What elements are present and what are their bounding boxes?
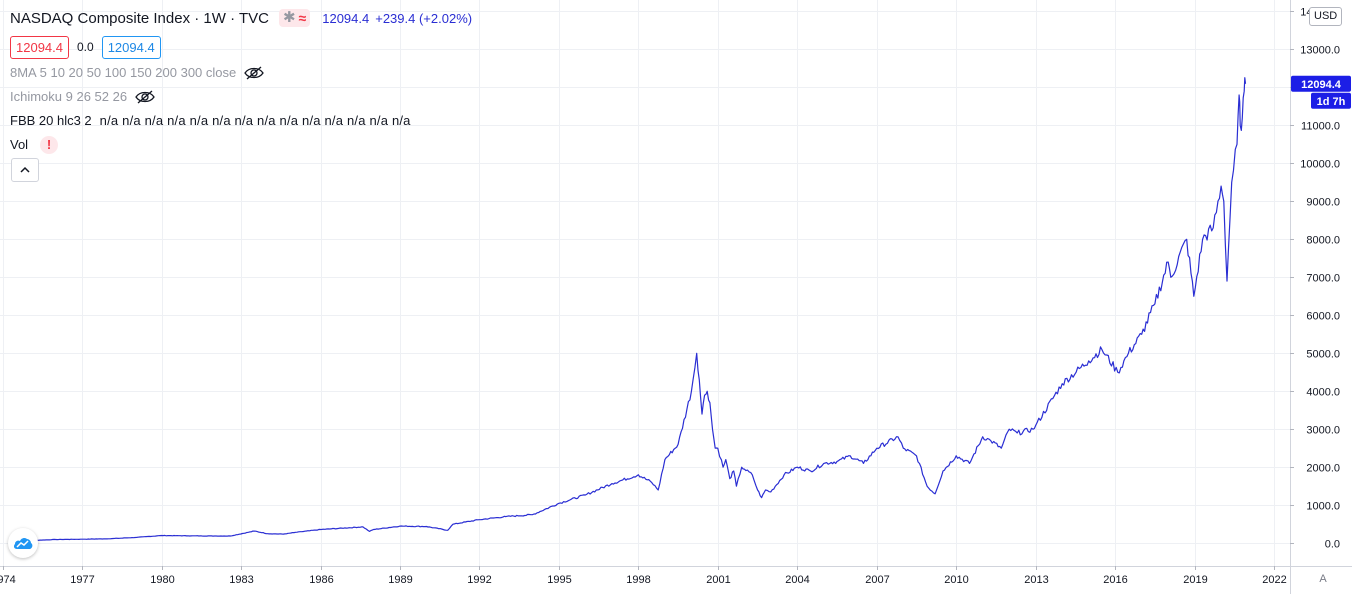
y-tick-label: 11000.0 <box>1301 121 1340 133</box>
y-tick-label: 10000.0 <box>1300 159 1340 171</box>
price-series <box>15 77 1247 542</box>
trade-buttons-row: 12094.4 0.0 12094.4 <box>10 34 472 60</box>
last-price-label <box>1291 75 1351 92</box>
indicator-ma-label: 8MA 5 10 20 50 100 150 200 300 close <box>10 65 237 80</box>
x-tick-label: 2007 <box>865 574 889 586</box>
x-tick-label: 2001 <box>706 574 730 586</box>
y-tick-label: 2000.0 <box>1306 463 1340 475</box>
last-price-value: 12094.4 <box>1301 79 1342 91</box>
series-line <box>15 77 1247 542</box>
eye-off-icon[interactable] <box>135 90 155 104</box>
y-tick-label: 7000.0 <box>1306 273 1340 285</box>
warning-icon[interactable]: ! <box>40 135 59 154</box>
symbol-title[interactable]: NASDAQ Composite Index · 1W · TVC <box>10 9 269 27</box>
buy-button[interactable]: 12094.4 <box>101 35 161 59</box>
indicator-ma[interactable]: 8MA 5 10 20 50 100 150 200 300 close <box>10 61 472 84</box>
y-tick-label: 4000.0 <box>1306 387 1340 399</box>
x-tick-label: 1980 <box>150 574 174 586</box>
time-axis: 1974 1977 1980 1983 1986 1989 1992 1995 1998 2001… <box>0 566 1287 586</box>
indicator-fbb[interactable]: FBB 20 hlc3 2 n/a n/a n/a n/a n/a n/a n/… <box>10 109 472 132</box>
x-tick-label: 2016 <box>1103 574 1127 586</box>
indicator-vol[interactable]: Vol ! <box>10 133 472 156</box>
y-tick-label: 1000.0 <box>1306 501 1340 513</box>
x-tick-label: 2010 <box>944 574 968 586</box>
y-tick-label: 13000.0 <box>1300 45 1340 57</box>
y-tick-label: 8000.0 <box>1306 235 1340 247</box>
chart-legend: NASDAQ Composite Index · 1W · TVC ✱ ≈ 12… <box>10 6 472 156</box>
chevron-up-icon <box>20 166 30 173</box>
eye-off-icon[interactable] <box>244 66 265 80</box>
indicator-ichimoku[interactable]: Ichimoku 9 26 52 26 <box>10 85 472 108</box>
last-price-labels: 12094.4 1d 7h <box>1291 75 1351 109</box>
x-tick-label: 2019 <box>1183 574 1207 586</box>
y-tick-label: 9000.0 <box>1306 197 1340 209</box>
header-change: +239.4 (+2.02%) <box>375 10 473 26</box>
x-tick-label: 2004 <box>785 574 809 586</box>
indicator-fbb-label: FBB 20 hlc3 2 <box>10 113 92 128</box>
wave-icon: ≈ <box>298 10 307 26</box>
header-price: 12094.4 <box>322 10 370 26</box>
market-status-pill[interactable]: ✱ ≈ <box>278 9 311 27</box>
y-tick-label: 6000.0 <box>1306 311 1340 323</box>
x-tick-label: 1977 <box>70 574 94 586</box>
tradingview-cloud-icon[interactable] <box>8 528 38 558</box>
bar-countdown-label <box>1311 92 1351 109</box>
x-tick-label: 1974 <box>0 574 16 586</box>
x-tick-label: 1986 <box>309 574 333 586</box>
grid-lines <box>0 0 1290 566</box>
x-tick-label: 2022 <box>1262 574 1286 586</box>
auto-scale-button[interactable]: A <box>1319 573 1327 585</box>
indicator-vol-label: Vol <box>10 137 29 152</box>
y-tick-label: 5000.0 <box>1306 349 1340 361</box>
asterisk-icon: ✱ <box>282 9 296 26</box>
x-tick-label: 2013 <box>1024 574 1048 586</box>
x-tick-label: 1989 <box>388 574 412 586</box>
sell-button[interactable]: 12094.4 <box>10 35 69 59</box>
bar-countdown-value: 1d 7h <box>1317 96 1346 108</box>
currency-badge[interactable]: USD <box>1309 7 1343 26</box>
y-tick-label: 0.0 <box>1325 539 1340 551</box>
y-tick-label: 3000.0 <box>1306 425 1340 437</box>
x-tick-label: 1995 <box>547 574 571 586</box>
x-tick-label: 1998 <box>626 574 650 586</box>
indicator-ichimoku-label: Ichimoku 9 26 52 26 <box>10 89 128 104</box>
x-tick-label: 1983 <box>229 574 253 586</box>
collapse-legend-button[interactable] <box>11 158 39 182</box>
indicator-fbb-values: n/a n/a n/a n/a n/a n/a n/a n/a n/a n/a … <box>99 113 411 128</box>
legend-title-row: NASDAQ Composite Index · 1W · TVC ✱ ≈ 12… <box>10 6 472 30</box>
spread-value: 0.0 <box>77 40 94 54</box>
x-tick-label: 1992 <box>467 574 491 586</box>
